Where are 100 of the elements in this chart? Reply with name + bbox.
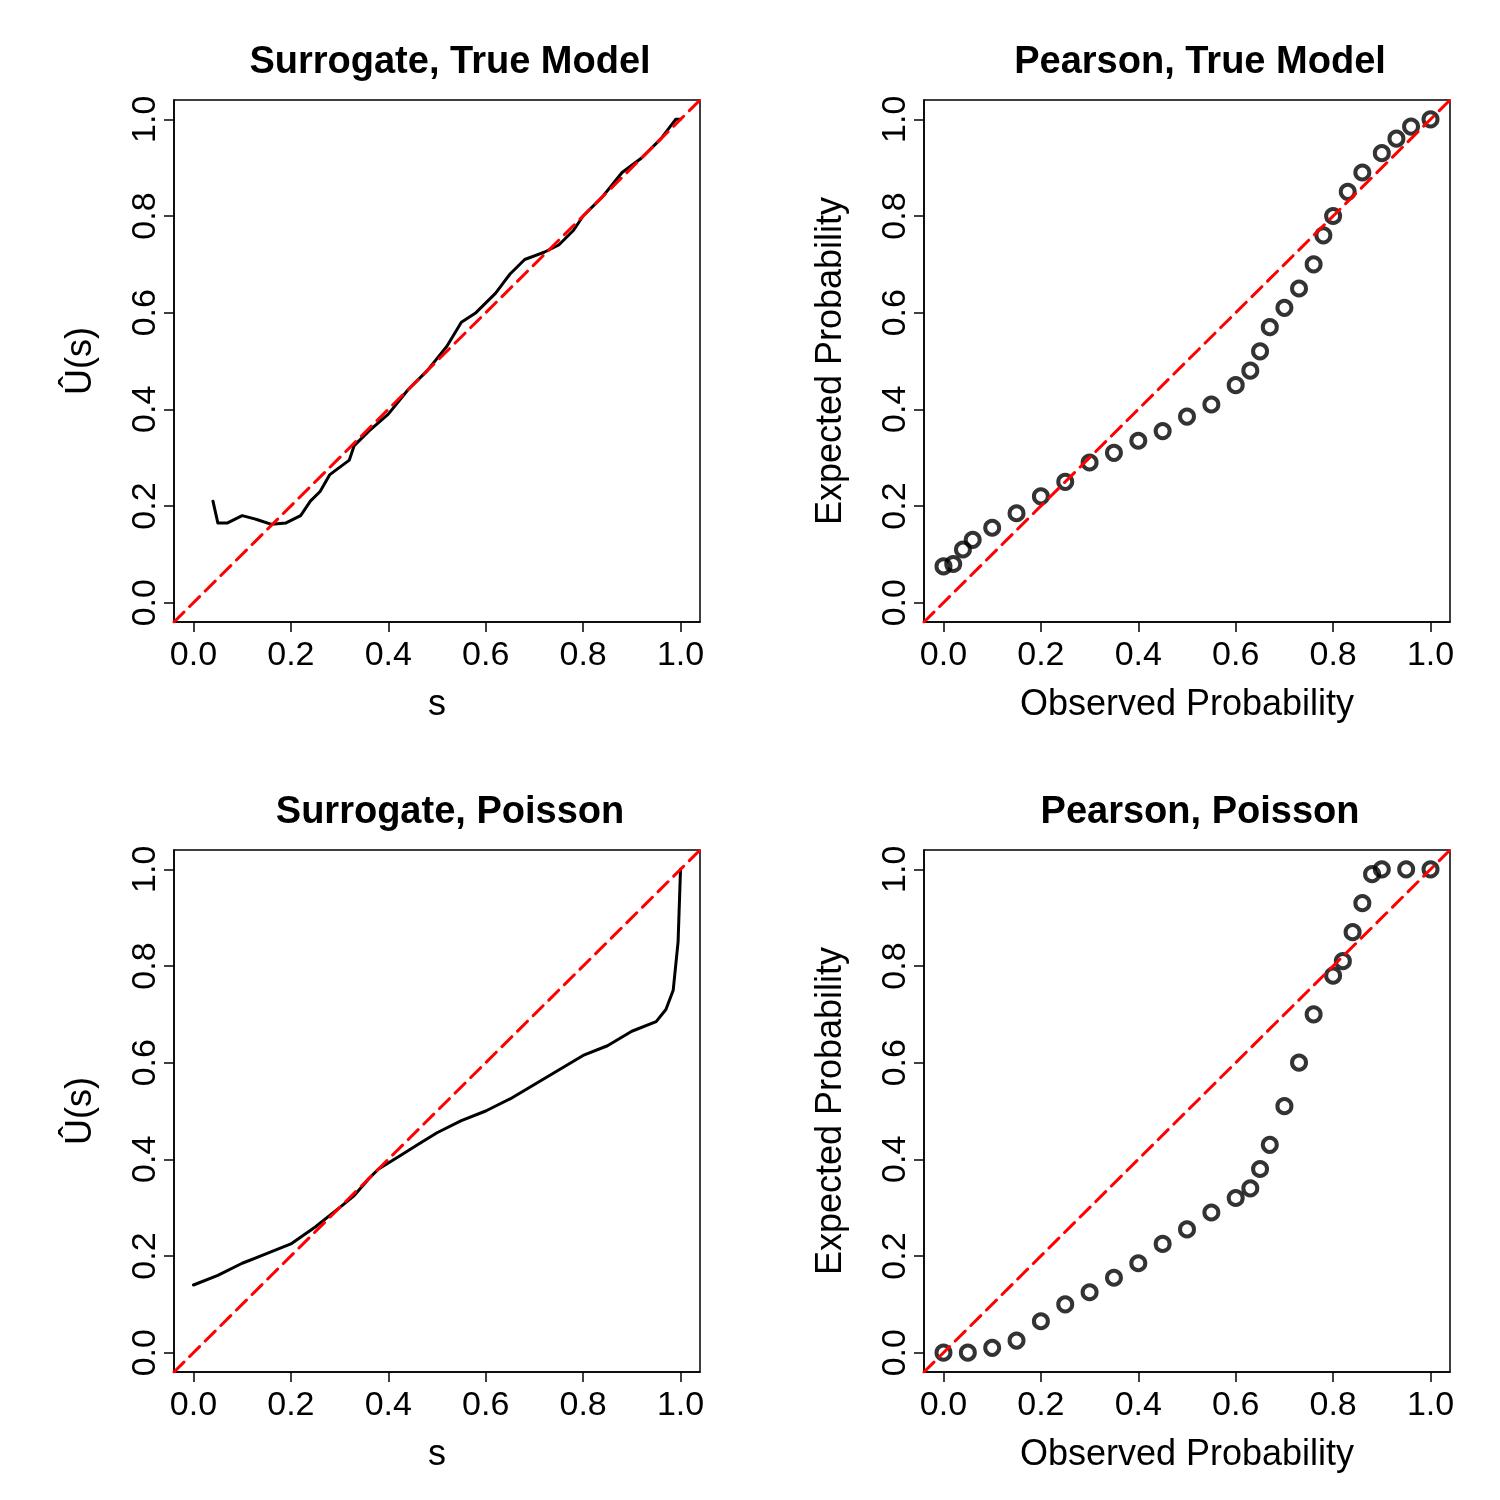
y-tick-label: 0.2 [874,1232,912,1280]
point [1353,163,1372,182]
point [1304,1005,1323,1024]
point [1421,110,1440,129]
x-axis-title: Observed Probability [1019,1431,1355,1473]
point [1343,923,1362,942]
x-tick-label: 0.2 [1017,1384,1065,1422]
y-tick-label: 0.4 [874,385,912,433]
x-tick-label: 0.6 [1212,634,1260,672]
point [934,557,953,576]
line-series [191,867,683,1287]
x-tick-label: 1.0 [656,634,705,672]
x-tick-label: 0.4 [1114,634,1162,672]
x-axis-title: Observed Probability [1019,681,1355,723]
point [1260,318,1279,337]
point [1104,1268,1123,1287]
point [1202,1203,1221,1222]
y-tick-label: 0.8 [874,942,912,990]
x-tick-label: 1.0 [656,1384,705,1422]
x-tick-label: 0.8 [559,634,607,672]
x-tick-label: 0.4 [1114,1384,1162,1422]
y-tick-label: 0.0 [874,579,912,627]
x-tick-label: 1.0 [1406,1384,1455,1422]
point [1031,1312,1050,1331]
y-tick-label: 0.8 [124,942,162,990]
x-tick-label: 0.6 [462,634,510,672]
chart-title: Surrogate, True Model [249,39,651,81]
point [1153,422,1172,441]
point [1397,860,1416,879]
point [1241,1179,1260,1198]
x-tick-label: 1.0 [1406,634,1455,672]
x-tick-label: 0.6 [1212,1384,1260,1422]
x-tick-label: 0.8 [1309,1384,1357,1422]
point [983,1338,1002,1357]
point [944,555,963,573]
point [1080,453,1099,472]
point [1260,1135,1279,1154]
point [1353,894,1372,913]
x-tick-label: 0.8 [559,1384,607,1422]
point [934,1343,953,1362]
point [1290,1053,1309,1072]
point [1007,504,1026,523]
point [1153,1234,1172,1253]
point [1290,279,1309,298]
point [1251,1160,1270,1178]
y-axis-title: Û(s) [57,1077,99,1145]
point [1129,1254,1148,1273]
x-tick-label: 0.4 [364,634,412,672]
point [1363,865,1382,884]
y-tick-label: 0.6 [874,1039,912,1087]
point [958,1343,977,1362]
point [1007,1331,1026,1350]
y-tick-label: 0.4 [874,1135,912,1183]
point [1387,129,1406,148]
point [1324,207,1343,225]
x-tick-label: 0.2 [1017,634,1065,672]
x-tick-label: 0.0 [169,634,218,672]
y-axis-title: Û(s) [57,327,99,395]
point [1275,298,1294,317]
point [1226,1189,1245,1207]
point [953,540,972,559]
x-tick-label: 0.6 [462,1384,510,1422]
point [1251,342,1270,361]
point [963,530,982,549]
y-tick-label: 0.4 [124,1135,162,1183]
x-tick-label: 0.8 [1309,634,1357,672]
point [1372,144,1391,163]
point [1202,395,1221,414]
y-tick-label: 0.6 [874,289,912,337]
y-tick-label: 1.0 [874,845,912,893]
x-tick-label: 0.0 [919,634,968,672]
point [1241,361,1260,380]
point [1372,860,1391,879]
point [1421,860,1440,879]
y-tick-label: 0.8 [124,192,162,240]
chart-title: Pearson, Poisson [1040,789,1360,831]
point [1056,472,1075,491]
y-tick-label: 1.0 [124,845,162,893]
x-axis-title: s [428,681,446,723]
y-tick-label: 0.6 [124,289,162,337]
y-tick-label: 0.6 [124,1039,162,1087]
chart-title: Surrogate, Poisson [275,789,625,831]
x-tick-label: 0.0 [919,1384,968,1422]
y-tick-label: 0.0 [124,579,162,627]
y-tick-label: 1.0 [874,95,912,143]
point [1226,376,1245,395]
x-tick-label: 0.0 [169,1384,218,1422]
point [1056,1295,1075,1314]
x-tick-label: 0.2 [267,634,315,672]
y-axis-title: Expected Probability [807,946,849,1276]
y-tick-label: 1.0 [124,95,162,143]
x-axis-title: s [428,1431,446,1473]
point [1080,1283,1099,1302]
point [1104,443,1123,462]
y-tick-label: 0.8 [874,192,912,240]
point [1129,431,1148,450]
point [1178,1220,1196,1239]
point [1275,1097,1294,1116]
y-tick-label: 0.2 [874,482,912,530]
y-tick-label: 0.4 [124,385,162,433]
